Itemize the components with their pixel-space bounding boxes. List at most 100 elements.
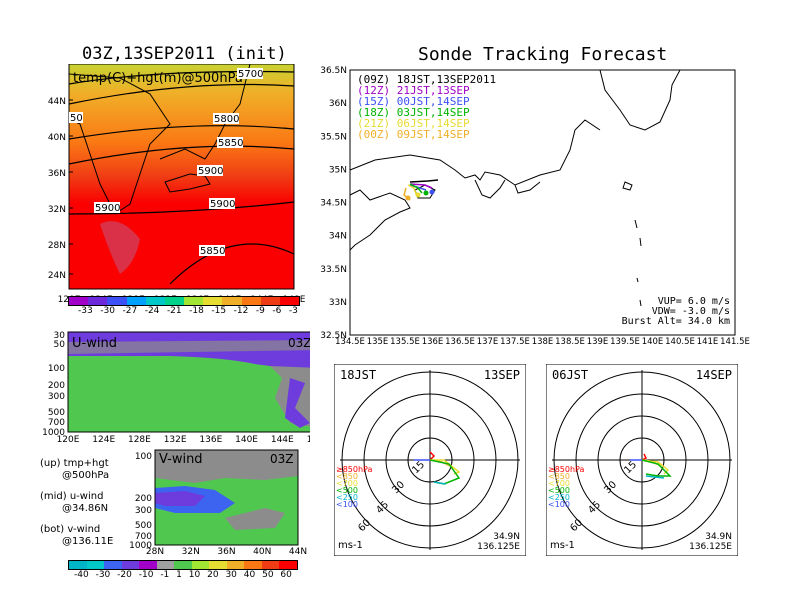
colorbar-label: 10 [188, 570, 201, 580]
colorbar-swatch [261, 561, 280, 569]
legend-note-value: @34.86N [62, 503, 109, 514]
level-legend-item: <700 [548, 479, 570, 488]
x-tick-label: 136.5E [445, 337, 475, 347]
run-legend-item: (00Z) 09JST,14SEP [357, 128, 470, 141]
x-tick-label: 28N [146, 547, 164, 557]
unit-label: ms-1 [550, 540, 575, 551]
run-legend-item: (09Z) 18JST,13SEP2011 [357, 73, 496, 86]
contour-label-bg [217, 137, 243, 148]
contour-label: 5700 [238, 69, 263, 80]
x-tick-label: 137E [477, 337, 499, 347]
main-title: Sonde Tracking Forecast [418, 44, 668, 65]
y-tick-label: 33.5N [320, 265, 347, 275]
y-tick-label: 50 [54, 340, 66, 350]
colorbar-swatch [241, 297, 261, 305]
legend-note-title: (bot) v-wind [40, 524, 101, 535]
legend-note: (up) tmp+hgt @500hPa [40, 458, 150, 482]
run-legend-item: (15Z) 00JST,14SEP [357, 95, 470, 108]
y-tick-label: 28N [48, 241, 66, 251]
lat-label: 34.9N [493, 532, 520, 542]
legend-note: (mid) u-wind @34.86N [40, 491, 150, 515]
level-legend-item: ≥850hPa [336, 465, 373, 474]
colorbar-label: -15 [211, 306, 227, 316]
x-tick-label: 139E [587, 337, 609, 347]
x-tick-label: 136E [199, 435, 222, 445]
temp-colorbar [68, 296, 300, 306]
level-legend-item: <500 [336, 486, 358, 495]
colorbar-swatch [107, 297, 127, 305]
x-tick-label: 124E [92, 435, 115, 445]
contour-label: 5900 [210, 199, 235, 210]
colorbar-swatch [88, 297, 108, 305]
x-tick-label: 141.5E [720, 337, 750, 347]
level-legend-item: <700 [336, 479, 358, 488]
run-legend-item: (12Z) 21JST,13SEP [357, 84, 470, 97]
colorbar-label: -20 [117, 570, 132, 580]
colorbar-label: -12 [233, 306, 249, 316]
y-tick-label: 300 [135, 506, 152, 516]
x-tick-label: 132E [164, 435, 187, 445]
legend-notes: (up) tmp+hgt @500hPa (mid) u-wind @34.86N (b… [40, 458, 150, 557]
colorbar-swatch [69, 561, 87, 569]
y-tick-label: 200 [48, 381, 65, 391]
y-tick-label: 34N [329, 232, 347, 242]
colorbar-swatch [126, 297, 146, 305]
contour-label-bg [213, 113, 239, 124]
x-tick-label: 138.5E [555, 337, 585, 347]
level-legend-item: <100 [336, 500, 358, 509]
y-tick-label: 33N [329, 298, 347, 308]
colorbar-swatch [139, 561, 157, 569]
x-tick-label: 120E [57, 435, 80, 445]
level-legend-item: <850 [548, 472, 570, 481]
x-tick-label: 148E [307, 435, 310, 445]
legend-note-value: @500hPa [62, 470, 110, 481]
x-tick-label: 40N [253, 547, 271, 557]
y-tick-label: 32N [48, 205, 66, 215]
sonde-track-map: 36.5N 36N 35.5N 35N 34.5N 34N 33.5N 33N 32.5N 13… [320, 66, 750, 347]
temp-panel-label: temp(C)+hgt(m)@500hPa [73, 71, 243, 86]
run-legend-item: (18Z) 03JST,14SEP [357, 106, 470, 119]
colorbar-label: -40 [74, 570, 89, 580]
hodograph-time: 18JST [340, 368, 376, 382]
y-tick-label: 34.5N [320, 199, 347, 209]
colorbar-swatch [279, 297, 300, 305]
level-legend-item: <100 [548, 500, 570, 509]
y-tick-label: 100 [135, 452, 152, 462]
colorbar-swatch [145, 297, 165, 305]
x-tick-label: 140.5E [665, 337, 695, 347]
colorbar-swatch [86, 561, 105, 569]
lon-label: 136.125E [477, 542, 520, 552]
colorbar-label: -30 [100, 306, 115, 316]
contour-label-bg [237, 68, 263, 79]
run-legend-item: (21Z) 06JST,14SEP [357, 117, 470, 130]
param-text: Burst Alt= 34.0 km [622, 316, 730, 327]
colorbar-swatch [69, 297, 89, 305]
level-legend-item: <850 [336, 472, 358, 481]
colorbar-swatch [191, 561, 210, 569]
hodograph-time: 06JST [552, 368, 588, 382]
colorbar-swatch [226, 561, 245, 569]
param-text: VDW= -3.0 m/s [652, 306, 730, 317]
x-tick-label: 32N [182, 547, 200, 557]
colorbar-swatch [174, 561, 192, 569]
colorbar-label: -3 [288, 306, 298, 316]
colorbar-swatch [184, 297, 204, 305]
x-tick-label: 128E [128, 435, 151, 445]
contour-label: 5850 [200, 246, 225, 257]
colorbar-swatch [222, 297, 242, 305]
colorbar-label: 50 [262, 570, 274, 580]
temp-500hpa-chart: temp(C)+hgt(m)@500hPa 44N 40N 36N 32N 28N 24N… [48, 64, 306, 305]
y-tick-label: 32.5N [320, 331, 347, 341]
colorbar-label: -30 [95, 570, 111, 580]
colorbar-label: -10 [138, 570, 154, 580]
x-tick-label: 135.5E [390, 337, 420, 347]
contour-label: 5900 [198, 166, 223, 177]
colorbar-label: -21 [166, 306, 182, 316]
y-tick-label: 500 [48, 408, 65, 418]
unit-label: ms-1 [338, 540, 363, 551]
contour-label: 50 [70, 113, 83, 124]
y-tick-label: 700 [135, 532, 152, 542]
y-tick-label: 1000 [42, 428, 65, 438]
x-tick-label: 139.5E [610, 337, 640, 347]
